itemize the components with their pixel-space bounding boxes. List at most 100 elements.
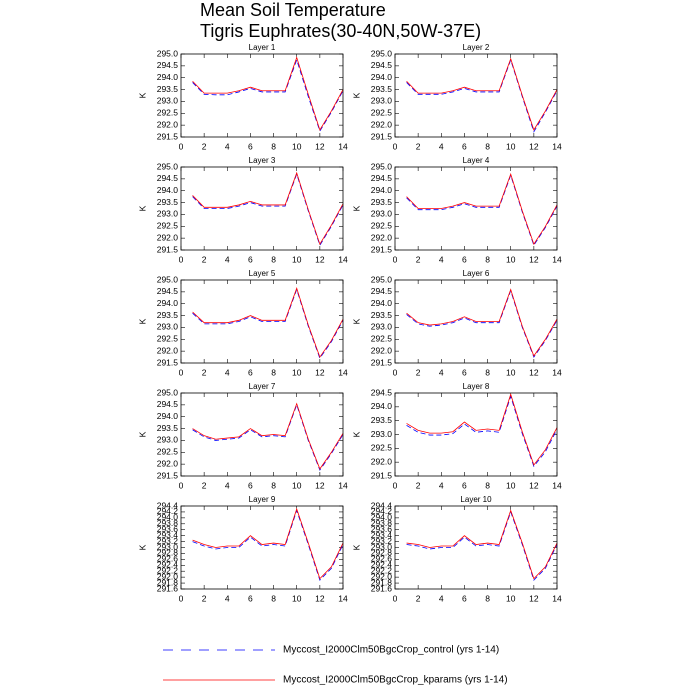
x-tick-label: 0 (179, 254, 184, 264)
y-tick-label: 294.2 (371, 506, 393, 516)
legend-label: Myccost_I2000Clm50BgcCrop_control (yrs 1… (283, 645, 499, 656)
series-line (406, 58, 558, 133)
x-tick-label: 12 (315, 367, 325, 377)
x-tick-label: 2 (202, 141, 207, 151)
y-tick-label: 292.5 (371, 443, 393, 453)
x-tick-label: 14 (552, 480, 562, 490)
x-tick-label: 12 (529, 593, 539, 603)
series-line (192, 58, 344, 133)
subtitle: Tigris Euphrates(30-40N,50W-37E) (200, 21, 481, 41)
x-tick-label: 12 (529, 141, 539, 151)
x-tick-label: 0 (393, 593, 398, 603)
y-tick-label: 293.5 (157, 310, 179, 320)
y-tick-label: 293.2 (371, 536, 393, 546)
y-tick-label: 294.0 (371, 72, 393, 82)
x-tick-label: 2 (416, 480, 421, 490)
x-tick-label: 2 (416, 141, 421, 151)
series-line (192, 171, 344, 246)
y-tick-label: 291.5 (157, 244, 179, 254)
x-tick-label: 14 (552, 141, 562, 151)
y-tick-label: 294.0 (371, 512, 393, 522)
x-tick-label: 0 (179, 141, 184, 151)
x-tick-label: 0 (393, 480, 398, 490)
y-tick-label: 293.0 (157, 209, 179, 219)
series-line (192, 402, 344, 470)
x-tick-label: 6 (462, 593, 467, 603)
series-line (406, 393, 558, 466)
y-tick-label: 293.5 (157, 84, 179, 94)
series-line (192, 287, 344, 358)
y-tick-label: 291.5 (371, 131, 393, 141)
x-tick-label: 2 (202, 480, 207, 490)
series-line (406, 174, 558, 247)
y-tick-label: 292.0 (371, 232, 393, 242)
plot-frame (180, 53, 344, 138)
y-tick-label: 292.0 (371, 571, 393, 581)
x-tick-label: 6 (248, 593, 253, 603)
y-tick-label: 295.0 (157, 48, 179, 58)
x-tick-label: 14 (552, 593, 562, 603)
y-tick-label: 291.8 (371, 577, 393, 587)
x-tick-label: 8 (271, 593, 276, 603)
x-tick-label: 12 (529, 367, 539, 377)
x-tick-label: 14 (338, 141, 348, 151)
plot-frame (394, 53, 558, 138)
y-axis-label: K (137, 205, 147, 211)
y-tick-label: 294.0 (157, 512, 179, 522)
x-tick-label: 6 (248, 480, 253, 490)
title: Mean Soil Temperature (200, 0, 386, 20)
x-tick-label: 12 (315, 254, 325, 264)
y-axis-label: K (351, 318, 361, 324)
y-axis-label: K (137, 318, 147, 324)
y-tick-label: 292.0 (371, 456, 393, 466)
y-tick-label: 292.5 (371, 108, 393, 118)
y-tick-label: 292.5 (371, 334, 393, 344)
y-tick-label: 292.5 (157, 108, 179, 118)
plot-frame (394, 505, 558, 590)
y-axis-label: K (137, 92, 147, 98)
x-tick-label: 10 (506, 141, 516, 151)
series-line (192, 509, 344, 581)
y-tick-label: 292.0 (157, 458, 179, 468)
y-tick-label: 294.0 (157, 185, 179, 195)
legend-label: Myccost_I2000Clm50BgcCrop_kparams (yrs 1… (283, 675, 508, 686)
y-axis-label: K (351, 431, 361, 437)
y-tick-label: 294.0 (371, 298, 393, 308)
x-tick-label: 10 (292, 141, 302, 151)
y-tick-label: 294.0 (157, 72, 179, 82)
y-tick-label: 295.0 (371, 48, 393, 58)
series-line (192, 288, 344, 360)
y-tick-label: 291.5 (371, 357, 393, 367)
panel-title: Layer 9 (249, 495, 276, 504)
y-tick-label: 291.5 (157, 470, 179, 480)
y-tick-label: 294.4 (371, 500, 393, 510)
x-tick-label: 10 (292, 254, 302, 264)
x-tick-label: 14 (338, 367, 348, 377)
y-tick-label: 291.6 (157, 583, 179, 593)
y-tick-label: 292.8 (157, 548, 179, 558)
x-tick-label: 6 (462, 367, 467, 377)
y-axis-label: K (351, 544, 361, 550)
y-tick-label: 291.5 (371, 470, 393, 480)
x-tick-label: 4 (225, 141, 230, 151)
x-tick-label: 6 (462, 141, 467, 151)
y-tick-label: 293.5 (157, 423, 179, 433)
y-tick-label: 294.5 (371, 173, 393, 183)
y-tick-label: 292.2 (371, 565, 393, 575)
x-tick-label: 8 (485, 480, 490, 490)
y-tick-label: 293.0 (157, 435, 179, 445)
series-line (192, 507, 344, 580)
y-tick-label: 294.5 (157, 173, 179, 183)
x-tick-label: 4 (225, 480, 230, 490)
x-tick-label: 6 (248, 141, 253, 151)
y-axis-label: K (351, 92, 361, 98)
panel-title: Layer 7 (249, 382, 276, 391)
x-tick-label: 8 (271, 141, 276, 151)
y-tick-label: 294.5 (157, 286, 179, 296)
x-tick-label: 0 (179, 367, 184, 377)
y-tick-label: 293.0 (371, 322, 393, 332)
x-tick-label: 14 (338, 254, 348, 264)
y-tick-label: 293.5 (371, 415, 393, 425)
panel-title: Layer 4 (463, 156, 490, 165)
